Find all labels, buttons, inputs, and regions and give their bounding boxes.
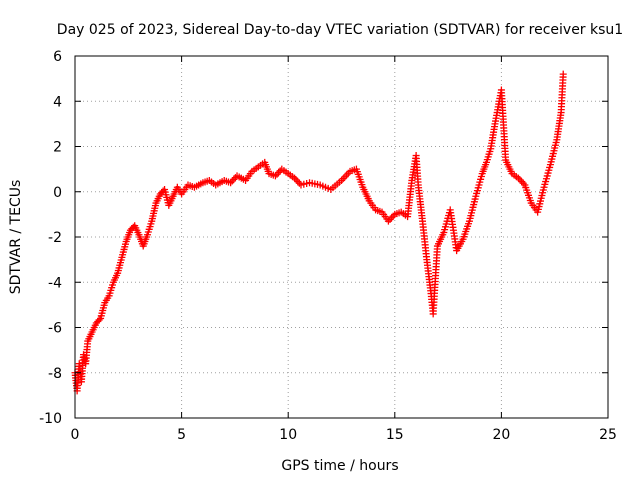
x-tick-label: 15: [386, 427, 404, 443]
data-point: [559, 70, 567, 78]
trace-marker: [516, 176, 524, 184]
trace-marker: [228, 177, 236, 185]
grid-layer: [75, 56, 608, 418]
chart-title: Day 025 of 2023, Sidereal Day-to-day VTE…: [57, 22, 623, 38]
x-tick-label: 5: [177, 427, 186, 443]
plot-frame: [74, 55, 609, 419]
y-tick-label: -8: [48, 366, 62, 382]
y-tick-label: 0: [53, 185, 62, 201]
trace-marker: [295, 179, 303, 187]
data-layer: [71, 70, 567, 395]
y-tick-label: 2: [53, 140, 62, 156]
y-axis-label: SDTVAR / TECUs: [8, 180, 24, 295]
y-tick-label: 4: [53, 94, 62, 110]
x-axis-label: GPS time / hours: [281, 458, 398, 474]
x-tick-label: 10: [279, 427, 297, 443]
x-tick-label: 25: [599, 427, 617, 443]
trace-marker: [292, 176, 300, 184]
x-tick-label: 20: [492, 427, 510, 443]
trace-marker: [95, 316, 103, 324]
tick-layer: 0 5 10 15 20 25 -10 -8 -6 -4 -2 0 2 4 6: [39, 49, 617, 443]
trace-marker: [518, 178, 526, 186]
y-tick-label: -6: [48, 321, 62, 337]
y-tick-label: -4: [48, 275, 62, 291]
trace-marker: [388, 214, 396, 222]
y-tick-label: 6: [53, 49, 62, 65]
x-tick-label: 0: [71, 427, 80, 443]
y-tick-label: -10: [39, 411, 62, 427]
trace-marker: [273, 170, 281, 178]
trace-marker: [294, 178, 302, 186]
y-tick-label: -2: [48, 230, 62, 246]
